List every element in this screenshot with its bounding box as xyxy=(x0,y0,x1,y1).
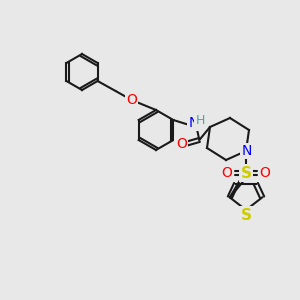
Text: S: S xyxy=(241,208,251,223)
Text: H: H xyxy=(196,113,205,127)
Text: O: O xyxy=(126,93,137,107)
Text: N: N xyxy=(188,116,199,130)
Text: O: O xyxy=(260,166,270,180)
Text: O: O xyxy=(176,137,187,151)
Text: O: O xyxy=(222,166,232,180)
Text: S: S xyxy=(241,166,251,181)
Text: N: N xyxy=(242,144,252,158)
